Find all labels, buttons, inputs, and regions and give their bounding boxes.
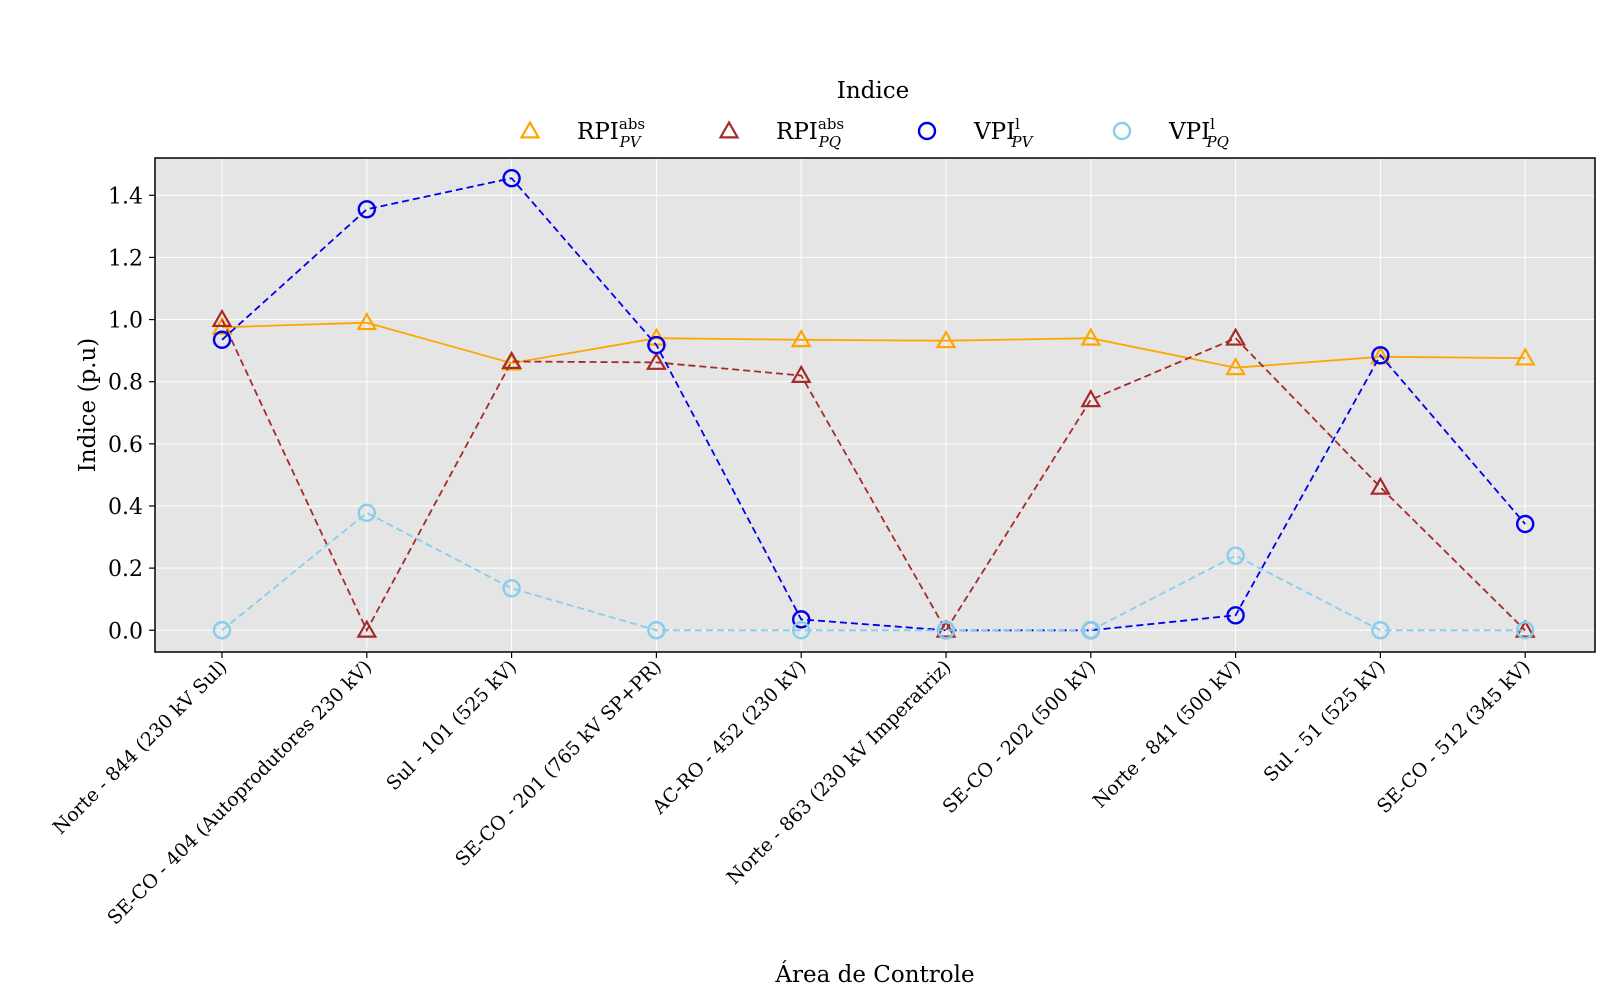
data-point bbox=[1226, 606, 1245, 625]
legend-label: VPIl PV bbox=[973, 115, 1035, 151]
y-tick-label: 0.4 bbox=[108, 495, 143, 520]
data-point bbox=[1515, 514, 1535, 534]
data-point bbox=[647, 335, 666, 355]
data-point bbox=[1514, 619, 1536, 638]
x-tick-label: Sul - 101 (525 kV) bbox=[382, 656, 521, 795]
x-tick-label: SE-CO - 202 (500 kV) bbox=[938, 656, 1100, 818]
data-point bbox=[790, 329, 812, 348]
data-point bbox=[502, 168, 521, 188]
data-point bbox=[936, 621, 956, 640]
data-point bbox=[1225, 356, 1246, 376]
data-point bbox=[502, 579, 521, 598]
data-point bbox=[790, 364, 812, 383]
y-tick-label: 1.2 bbox=[108, 246, 143, 271]
x-tick-label: Norte - 863 (230 kV Imperatriz) bbox=[723, 656, 956, 889]
data-point bbox=[1514, 347, 1536, 366]
x-tick-label: SE-CO - 404 (Autoprodutores 230 kV) bbox=[103, 656, 376, 929]
y-axis-ticks: 0.0 0.2 0.4 0.6 0.8 1.0 1.2 1.4 bbox=[108, 184, 155, 644]
series-line bbox=[221, 511, 1526, 632]
data-point bbox=[1080, 327, 1102, 346]
legend-marker bbox=[519, 120, 541, 139]
legend-marker bbox=[1112, 121, 1132, 141]
data-point bbox=[647, 621, 666, 640]
x-axis-ticks: Norte - 844 (230 kV Sul)SE-CO - 404 (Aut… bbox=[49, 652, 1535, 929]
y-tick-label: 1.4 bbox=[108, 184, 143, 209]
plot-background bbox=[155, 158, 1595, 652]
data-point bbox=[1371, 621, 1390, 640]
y-tick-label: 0.6 bbox=[108, 433, 143, 458]
data-point bbox=[1080, 389, 1102, 408]
data-point bbox=[646, 351, 667, 370]
x-axis-label: Área de Controle bbox=[774, 961, 974, 988]
y-tick-label: 1.0 bbox=[108, 309, 143, 334]
legend-marker bbox=[718, 120, 740, 139]
series-line bbox=[221, 319, 1526, 633]
y-axis-label: Indice (p.u) bbox=[75, 338, 101, 473]
data-point bbox=[1225, 327, 1246, 346]
series-line bbox=[221, 177, 1526, 632]
x-tick-label: Norte - 841 (500 kV) bbox=[1089, 656, 1245, 812]
data-point bbox=[1226, 546, 1245, 565]
data-point bbox=[792, 610, 811, 629]
x-tick-label: AC-RO - 452 (230 kV) bbox=[648, 656, 811, 819]
x-tick-label: Sul - 51 (525 kV) bbox=[1260, 656, 1390, 786]
series-rpi-pq bbox=[211, 308, 1536, 638]
y-tick-label: 0.2 bbox=[108, 557, 143, 582]
y-tick-label: 0.8 bbox=[108, 371, 143, 396]
grid bbox=[155, 158, 1595, 652]
data-point bbox=[1370, 476, 1391, 495]
data-point bbox=[792, 621, 811, 640]
plot-frame bbox=[154, 157, 1596, 653]
data-point bbox=[501, 350, 522, 369]
legend-title: Indice bbox=[837, 78, 909, 104]
legend-label: RPIabs PV bbox=[577, 115, 645, 151]
series-vpi-pq bbox=[212, 503, 1535, 640]
legend-item-vpi-pv: VPIl PV bbox=[917, 115, 1035, 151]
legend-label: RPIabs PQ bbox=[776, 115, 844, 151]
data-point bbox=[356, 619, 378, 638]
legend-item-rpi-pv: RPIabs PV bbox=[519, 115, 645, 151]
data-point bbox=[212, 621, 232, 640]
data-point bbox=[1515, 621, 1535, 640]
data-point bbox=[357, 503, 376, 523]
x-tick-label: SE-CO - 512 (345 kV) bbox=[1373, 656, 1535, 818]
series-layer bbox=[154, 157, 1596, 653]
data-point bbox=[935, 329, 957, 349]
data-point bbox=[212, 330, 232, 349]
series-line bbox=[221, 321, 1526, 369]
legend-item-vpi-pq: VPIl PQ bbox=[1112, 115, 1229, 151]
data-point bbox=[1081, 621, 1101, 640]
legend-item-rpi-pq: RPIabs PQ bbox=[718, 115, 844, 151]
plot-area bbox=[155, 158, 1595, 652]
data-point bbox=[356, 311, 378, 331]
y-tick-label: 0.0 bbox=[108, 619, 143, 644]
data-point bbox=[211, 308, 233, 328]
legend: Indice RPIabs PV RPIabs PQ VPIl PV VPIl PQ bbox=[519, 78, 1229, 151]
data-point bbox=[1371, 346, 1390, 365]
legend-label: VPIl PQ bbox=[1168, 115, 1229, 151]
legend-marker bbox=[917, 121, 937, 141]
data-point bbox=[357, 200, 376, 219]
